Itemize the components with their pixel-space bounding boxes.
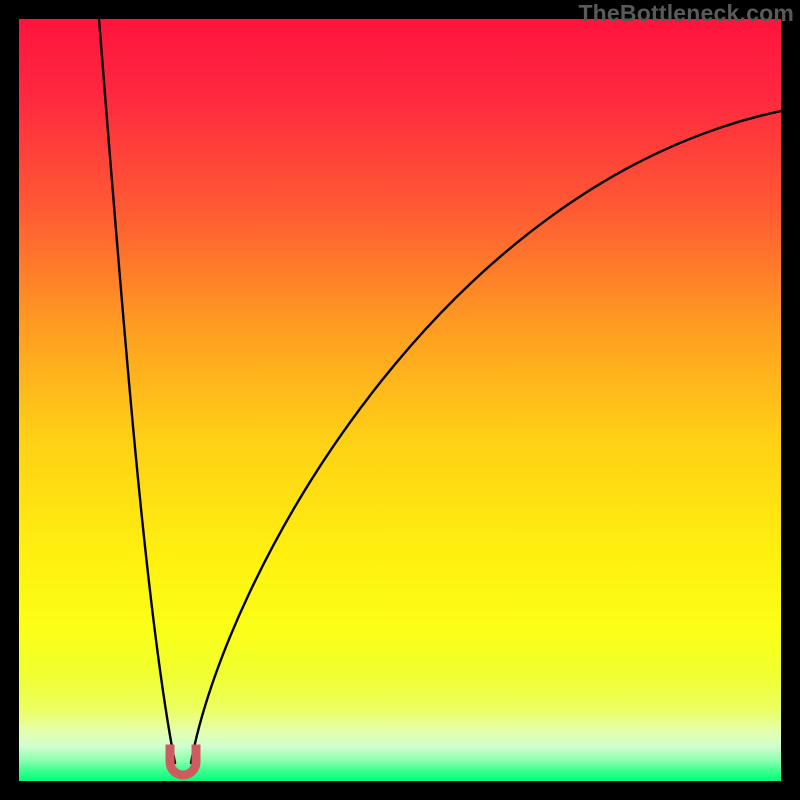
plot-area	[19, 19, 781, 781]
watermark-text: TheBottleneck.com	[578, 0, 794, 27]
chart-frame: TheBottleneck.com	[0, 0, 800, 800]
gradient-background	[19, 19, 781, 781]
plot-svg	[19, 19, 781, 781]
